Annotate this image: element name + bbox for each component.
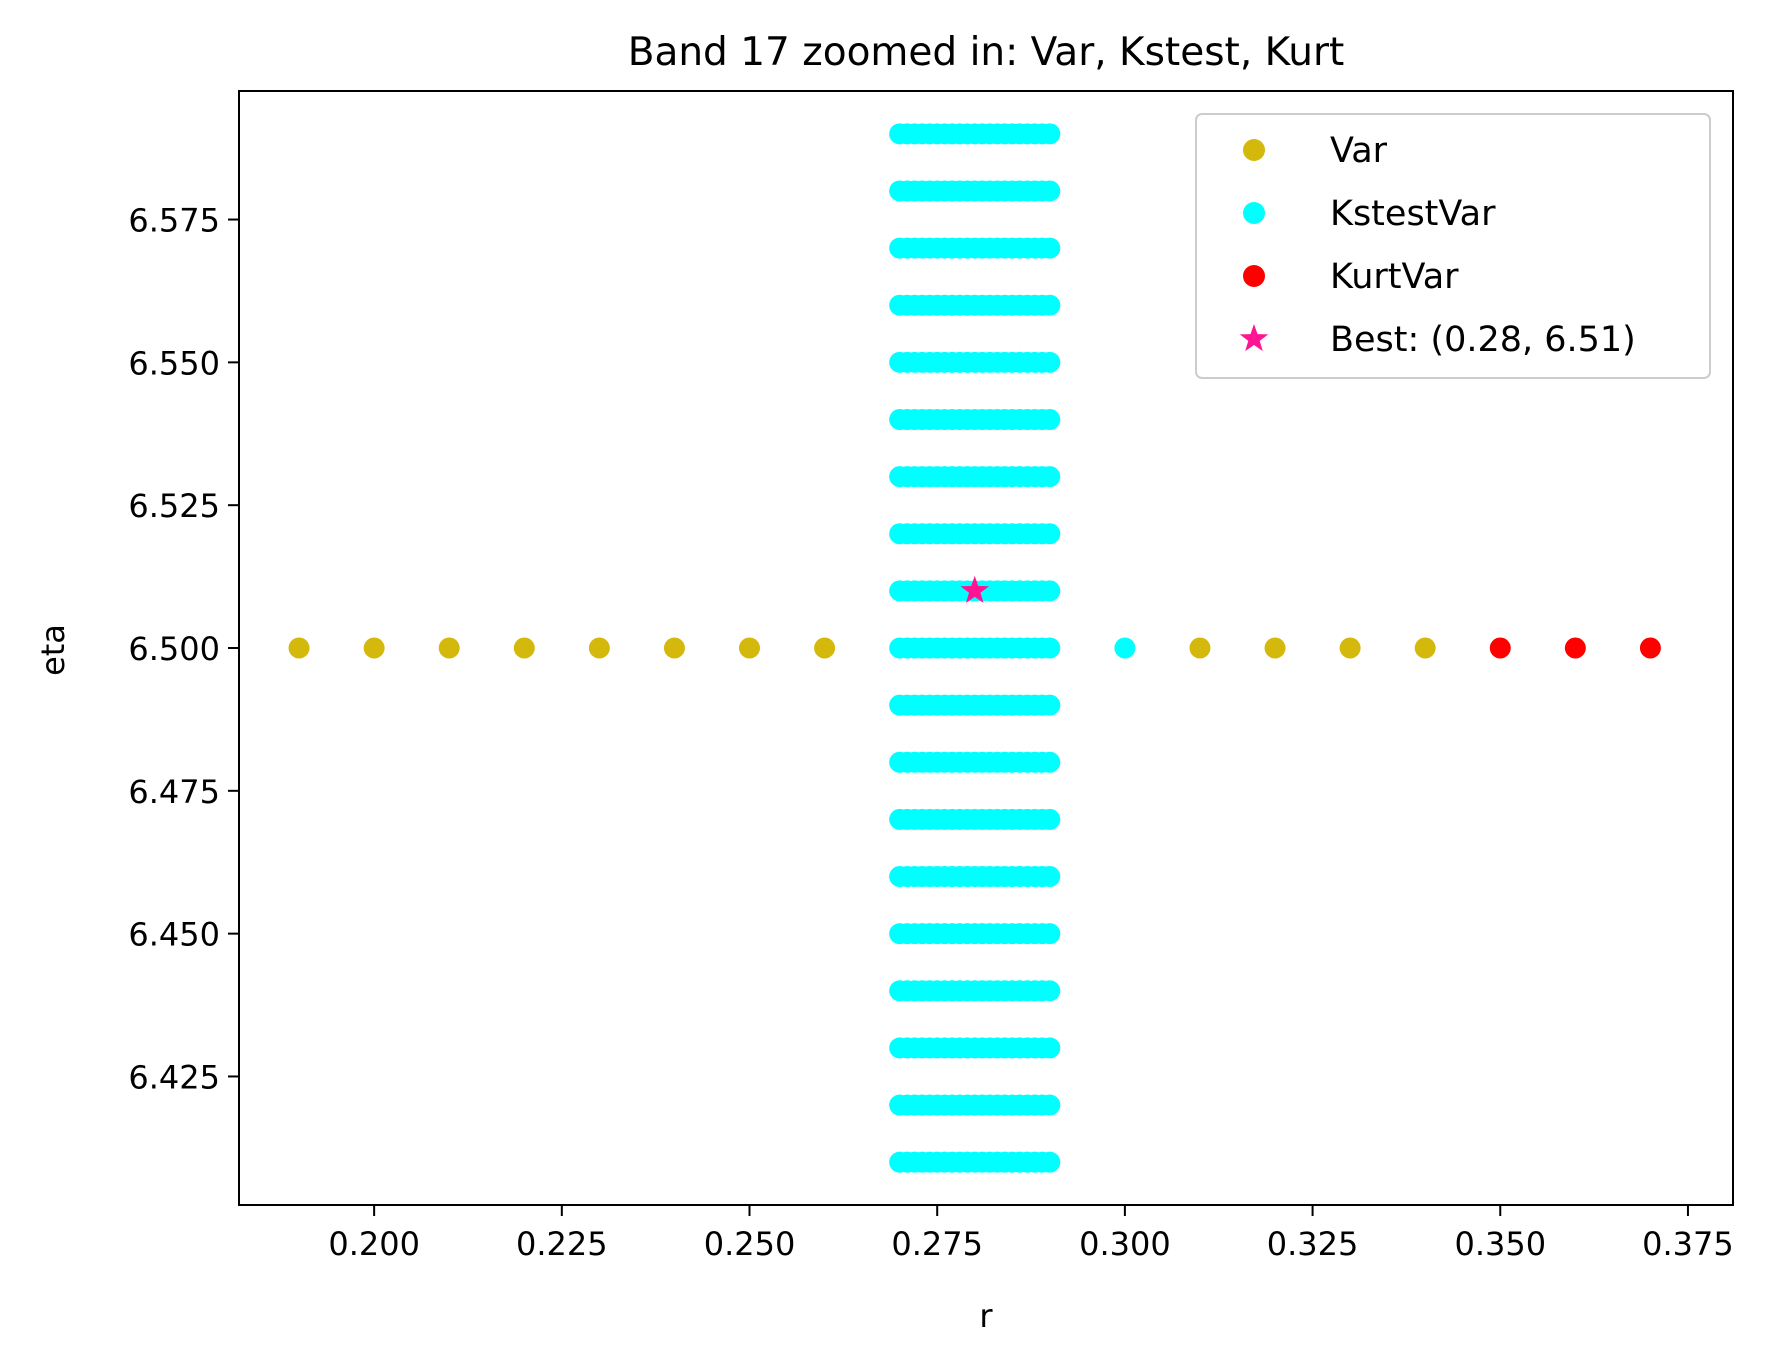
data-point — [1039, 980, 1061, 1002]
legend: Var KstestVar KurtVar Best: (0.28, 6.51) — [1195, 113, 1711, 379]
x-tick-label: 0.200 — [328, 1225, 420, 1263]
series-var — [288, 637, 1436, 659]
data-point — [1039, 123, 1061, 145]
x-tick-label: 0.300 — [1079, 1225, 1171, 1263]
legend-marker — [1243, 202, 1265, 224]
data-point — [1039, 408, 1061, 430]
legend-marker-star — [1239, 324, 1269, 352]
data-point — [1414, 637, 1436, 659]
data-point — [1039, 580, 1061, 602]
legend-marker — [1243, 139, 1265, 161]
data-point — [739, 637, 761, 659]
data-point — [814, 637, 836, 659]
x-tick-label: 0.375 — [1642, 1225, 1734, 1263]
data-point — [1039, 808, 1061, 830]
legend-label-kstestvar: KstestVar — [1330, 194, 1496, 234]
y-tick-label: 6.550 — [128, 344, 220, 382]
y-tick-label: 6.575 — [128, 202, 220, 240]
x-tick-label: 0.275 — [891, 1225, 983, 1263]
y-tick-label: 6.475 — [128, 773, 220, 811]
series-kurtvar — [1489, 637, 1661, 659]
data-point — [1489, 637, 1511, 659]
y-tick-label: 6.525 — [128, 487, 220, 525]
data-point — [1039, 751, 1061, 773]
data-point — [363, 637, 385, 659]
legend-box — [1195, 113, 1711, 379]
legend-marker — [1243, 265, 1265, 287]
data-point-star — [960, 575, 989, 604]
series-best-0-28-6-51 — [960, 575, 989, 604]
data-point — [1264, 637, 1286, 659]
data-point — [1039, 523, 1061, 545]
data-point — [1039, 1151, 1061, 1173]
y-tick-label: 6.450 — [128, 916, 220, 954]
data-point — [663, 637, 685, 659]
data-point — [1564, 637, 1586, 659]
x-tick-label: 0.250 — [704, 1225, 796, 1263]
x-axis-label: r — [979, 1297, 993, 1335]
y-axis-label: eta — [34, 624, 72, 676]
data-point — [588, 637, 610, 659]
data-point — [1039, 294, 1061, 316]
data-point — [1039, 1037, 1061, 1059]
data-point — [1189, 637, 1211, 659]
data-point — [1039, 1094, 1061, 1116]
y-tick-label: 6.425 — [128, 1058, 220, 1096]
data-point — [1039, 923, 1061, 945]
data-point — [438, 637, 460, 659]
data-point — [1114, 637, 1136, 659]
x-axis-ticks: 0.200 0.225 0.250 0.275 0.300 0.325 0.350 0.375 — [328, 1205, 1734, 1263]
data-point — [1039, 237, 1061, 259]
data-point — [1039, 180, 1061, 202]
legend-label-best: Best: (0.28, 6.51) — [1330, 320, 1636, 360]
data-point — [1639, 637, 1661, 659]
data-point — [513, 637, 535, 659]
x-tick-label: 0.325 — [1267, 1225, 1359, 1263]
data-point — [1039, 866, 1061, 888]
data-point — [1039, 466, 1061, 488]
plot-marks — [288, 123, 1661, 1173]
x-tick-label: 0.225 — [516, 1225, 608, 1263]
data-point — [288, 637, 310, 659]
data-point — [1039, 637, 1061, 659]
series-kstestvar — [889, 123, 1136, 1173]
x-tick-label: 0.350 — [1454, 1225, 1546, 1263]
chart-title: Band 17 zoomed in: Var, Kstest, Kurt — [628, 30, 1345, 75]
data-point — [1339, 637, 1361, 659]
legend-label-kurtvar: KurtVar — [1330, 257, 1459, 297]
data-point — [1039, 694, 1061, 716]
legend-label-var: Var — [1330, 131, 1388, 171]
y-tick-label: 6.500 — [128, 630, 220, 668]
y-axis-ticks: 6.425 6.450 6.475 6.500 6.525 6.550 6.575 — [128, 202, 239, 1096]
data-point — [1039, 351, 1061, 373]
